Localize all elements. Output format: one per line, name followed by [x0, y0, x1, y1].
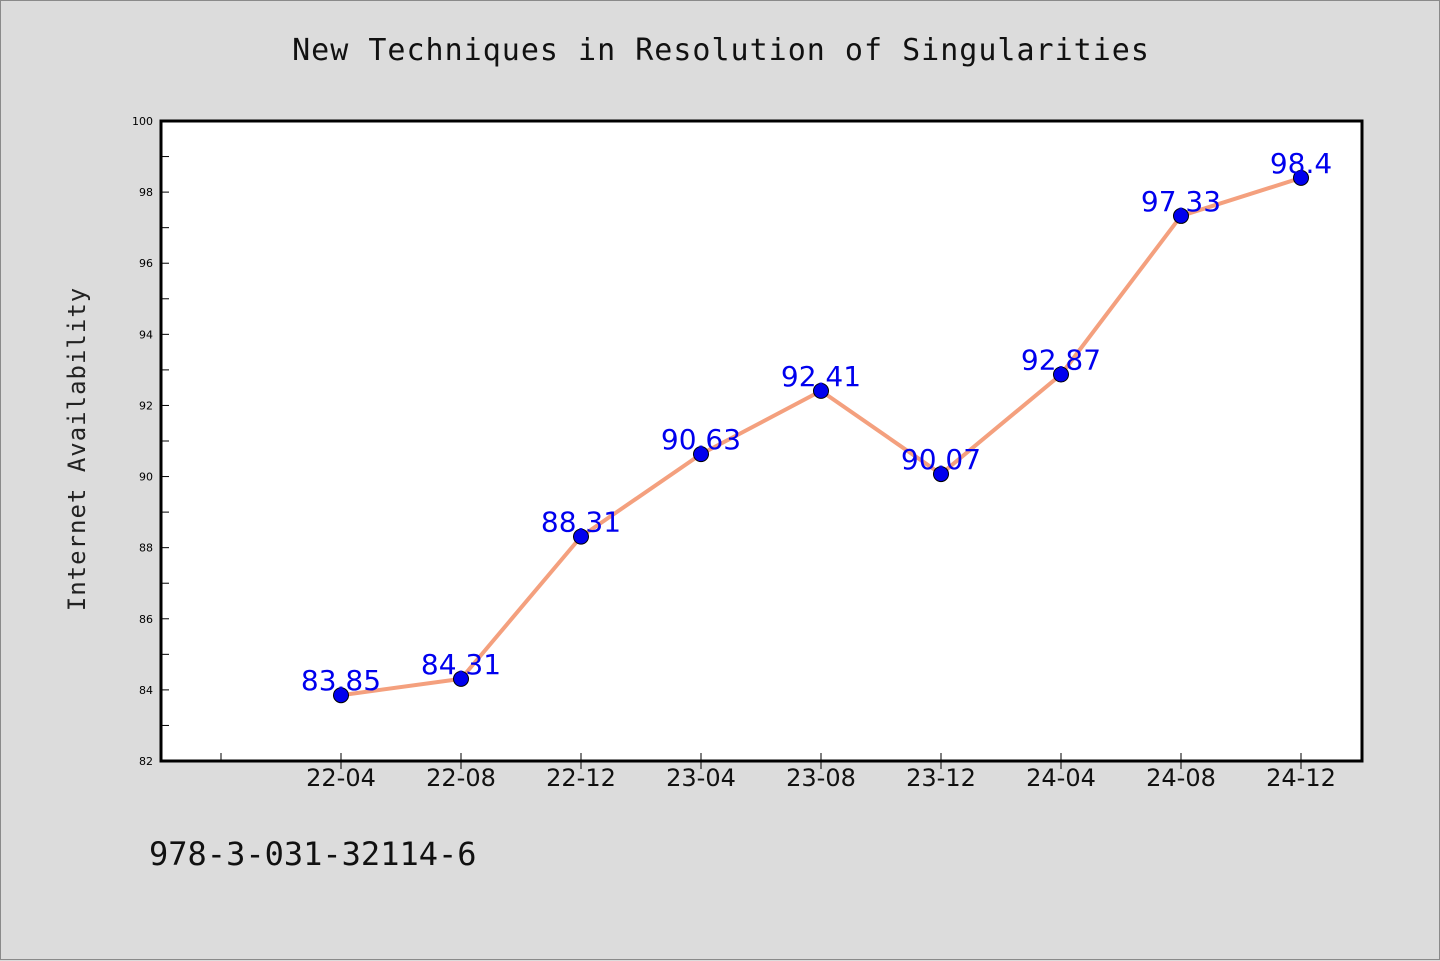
y-tick-label: 92: [139, 399, 153, 412]
x-tick-label: 24-08: [1146, 764, 1216, 792]
y-tick-label: 94: [139, 328, 153, 341]
x-tick-label: 22-04: [306, 764, 376, 792]
x-tick-label: 24-12: [1266, 764, 1336, 792]
x-tick-label: 23-04: [666, 764, 736, 792]
data-point: [933, 466, 949, 483]
data-label: 83.85: [301, 664, 381, 697]
y-tick-label: 100: [132, 115, 153, 128]
data-label: 92.87: [1021, 344, 1101, 377]
plot-background: [161, 121, 1362, 761]
data-label: 90.63: [661, 423, 741, 456]
footnote-isbn: 978-3-031-32114-6: [149, 835, 477, 873]
data-label: 97.33: [1141, 185, 1221, 218]
data-point: [1173, 207, 1189, 224]
data-label: 90.07: [901, 443, 981, 476]
data-label: 92.41: [781, 360, 861, 393]
data-point: [573, 528, 589, 545]
x-tick-label: 23-12: [906, 764, 976, 792]
plot-frame: [159, 119, 1364, 763]
y-tick-label: 90: [139, 471, 153, 484]
y-tick-label: 88: [139, 542, 153, 555]
y-tick-label: 82: [139, 755, 153, 768]
x-tick-label: 22-08: [426, 764, 496, 792]
chart-title: New Techniques in Resolution of Singular…: [292, 33, 1150, 68]
data-point: [813, 382, 829, 399]
y-tick-label: 96: [139, 257, 153, 270]
x-tick-label: 24-04: [1026, 764, 1096, 792]
data-label: 84.31: [421, 648, 501, 681]
data-point: [453, 670, 469, 687]
x-tick-label: 22-12: [546, 764, 616, 792]
data-point: [693, 446, 709, 463]
data-point: [1053, 366, 1069, 383]
y-tick-label: 98: [139, 186, 153, 199]
x-tick-label: 23-08: [786, 764, 856, 792]
data-label: 98.4: [1270, 147, 1332, 180]
data-point: [1293, 169, 1309, 186]
y-tick-label: 84: [139, 684, 153, 697]
y-tick-label: 86: [139, 613, 153, 626]
data-label: 88.31: [541, 506, 621, 539]
data-point: [333, 687, 349, 704]
